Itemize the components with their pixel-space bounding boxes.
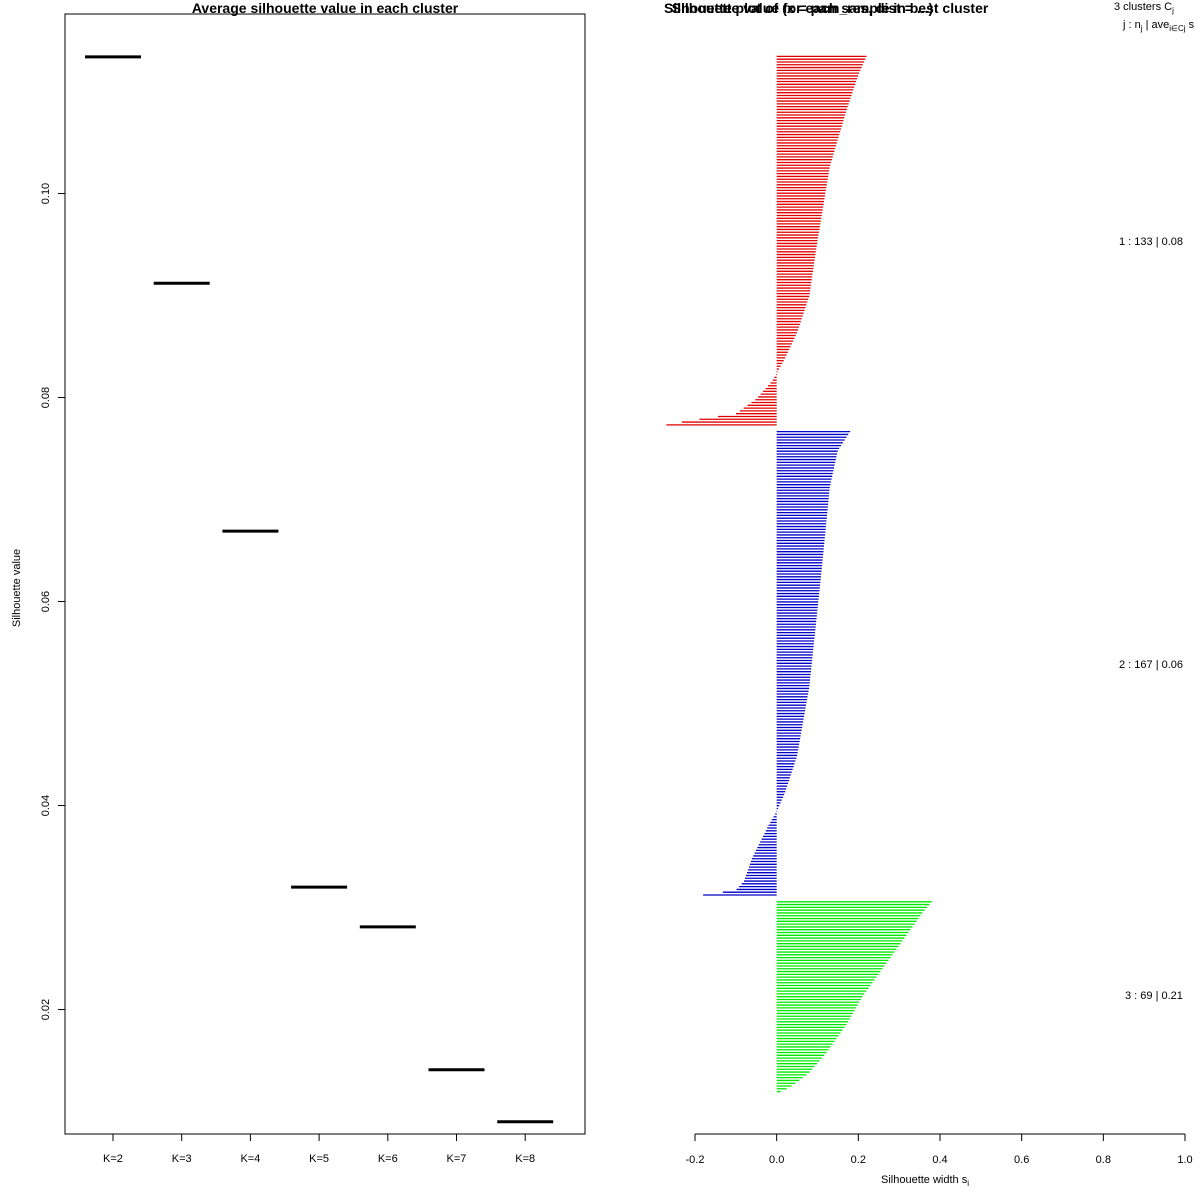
left-data-marks [85,55,554,1124]
left-x-tick-label: K=2 [103,1153,123,1165]
left-x-tick-label: K=6 [378,1153,398,1165]
right-x-tick-label: 0.0 [769,1154,784,1166]
left-y-tick-label: 0.04 [40,795,52,816]
legend-header-clusters: 3 clusters C [1114,1,1172,13]
left-y-tick-label: 0.08 [40,387,52,408]
legend-header-ave-sub: i∈Cj [1169,24,1186,33]
left-y-axis: 0.02 0.04 0.06 0.08 0.10 [40,183,65,1020]
right-x-axis-label-sub: i [967,1179,969,1188]
left-x-tick-label: K=5 [309,1153,329,1165]
left-x-axis: K=2 K=3 K=4 K=5 K=6 K=7 K=8 [103,1134,535,1165]
left-panel: Average silhouette value in each cluster… [11,0,586,1165]
legend-header-cj-sub: j [1171,6,1174,15]
legend-header-line2: j : nj | avei∈Cj s [1122,19,1195,33]
left-y-tick-label: 0.06 [40,591,52,612]
left-y-tick-label: 0.02 [40,999,52,1020]
right-x-axis-label-main: Silhouette width s [881,1174,968,1186]
legend-header-nj-sub: j [1140,24,1143,33]
right-x-tick-label: -0.2 [686,1154,705,1166]
right-x-tick-label: 1.0 [1177,1154,1192,1166]
cluster-2-annotation: 2 : 167 | 0.06 [1119,659,1183,671]
legend-header-j-nj: j : n [1122,19,1141,31]
right-panel-title: Silhouette value for each sample in best… [672,0,989,16]
legend-header-ave: | ave [1143,19,1170,31]
right-x-tick-label: 0.4 [932,1154,947,1166]
legend-header-s: s [1186,19,1195,31]
right-x-tick-label: 0.8 [1096,1154,1111,1166]
left-y-tick-label: 0.10 [40,183,52,204]
cluster-1-annotation: 1 : 133 | 0.08 [1119,236,1183,248]
right-x-axis: -0.2 0.0 0.2 0.4 0.6 0.8 1.0 [686,1133,1193,1166]
cluster-3-annotation: 3 : 69 | 0.21 [1125,990,1183,1002]
left-panel-title: Average silhouette value in each cluster [192,0,459,16]
overlapping-title: Silhouette plot of (x = pam_res, dist = … [664,0,933,16]
left-x-tick-label: K=7 [447,1153,467,1165]
silhouette-bars [666,55,932,1093]
left-x-tick-label: K=3 [172,1153,192,1165]
right-x-axis-label: Silhouette width si [881,1174,969,1188]
right-x-tick-label: 0.6 [1014,1154,1029,1166]
right-panel: Silhouette plot of (x = pam_res, dist = … [664,0,1195,1188]
legend-header-line1: 3 clusters Cj [1114,1,1174,15]
left-x-tick-label: K=8 [515,1153,535,1165]
right-x-tick-label: 0.2 [851,1154,866,1166]
left-y-axis-label: Silhouette value [11,549,23,627]
left-x-tick-label: K=4 [240,1153,260,1165]
left-plot-frame [64,13,586,1135]
